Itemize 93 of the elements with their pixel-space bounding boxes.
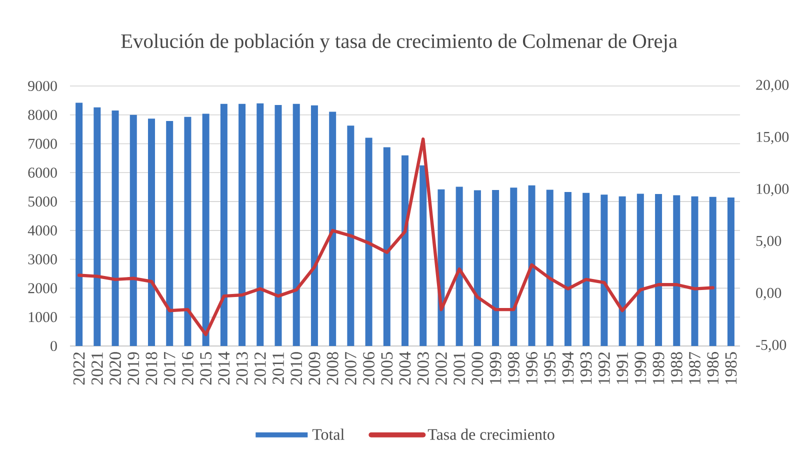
y2-tick-label: 10,00 <box>756 184 789 196</box>
x-tick-label: 2018 <box>146 352 158 385</box>
line-series <box>77 137 714 336</box>
legend-label: Tasa de crecimiento <box>428 428 554 440</box>
x-tick-label: 2014 <box>218 352 230 385</box>
y2-tick-label: 5,00 <box>756 236 782 248</box>
bar <box>220 104 228 346</box>
x-tick-label: 2006 <box>363 352 375 385</box>
x-tick-label: 1991 <box>616 352 628 384</box>
bar <box>166 120 174 346</box>
bar <box>673 195 680 346</box>
bar <box>347 126 354 346</box>
bar <box>546 190 554 346</box>
bar <box>420 165 427 346</box>
bar <box>130 114 137 346</box>
x-tick-label: 1993 <box>580 352 592 384</box>
x-tick-label: 2002 <box>436 352 447 385</box>
y-tick-label: 5000 <box>28 196 57 207</box>
chart-title: Evolución de población y tasa de crecimiento de Colmenar de Oreja <box>121 34 678 52</box>
y2-tick-label: 0,00 <box>756 288 782 300</box>
x-tick-label: 1995 <box>544 352 556 384</box>
bar <box>310 105 318 346</box>
bar <box>274 105 282 346</box>
x-tick-label: 1999 <box>490 352 502 384</box>
bar <box>184 116 192 346</box>
bar <box>636 194 644 346</box>
x-tick-label: 2020 <box>110 352 121 385</box>
bar <box>564 192 572 346</box>
x-tick-label: 2005 <box>381 352 393 385</box>
bar <box>329 112 336 346</box>
bar <box>691 196 698 346</box>
y-tick-label: 4000 <box>28 225 57 236</box>
y2-tick-label: 15,00 <box>756 132 789 144</box>
y2-tick-label: 20,00 <box>756 80 789 92</box>
x-tick-label: 2000 <box>472 352 484 385</box>
bar <box>727 198 734 346</box>
bar <box>456 186 463 346</box>
x-tick-label: 2008 <box>326 352 338 385</box>
x-tick-label: 1990 <box>634 352 646 384</box>
bar <box>492 190 500 346</box>
x-tick-label: 2007 <box>344 352 356 385</box>
x-tick-label: 1989 <box>652 352 664 384</box>
x-tick-label: 2022 <box>73 352 85 385</box>
x-tick-label: 1987 <box>689 352 700 384</box>
bar <box>709 196 716 346</box>
bar <box>618 196 626 346</box>
x-tick-label: 1986 <box>707 352 719 384</box>
x-tick-label: 1985 <box>725 352 737 384</box>
y-tick-label: 6000 <box>28 168 57 178</box>
bar <box>402 155 409 346</box>
y-tick-label: 7000 <box>28 138 57 149</box>
y-tick-label: 0 <box>50 340 57 352</box>
y-tick-label: 2000 <box>28 283 57 294</box>
bar <box>655 194 662 346</box>
x-tick-label: 1998 <box>508 352 520 384</box>
bar <box>76 102 83 346</box>
x-tick-label: 2017 <box>164 352 176 385</box>
bar <box>238 104 246 346</box>
x-tick-label: 2019 <box>128 352 140 385</box>
bar <box>365 138 372 346</box>
x-tick-label: 2012 <box>254 352 266 385</box>
bar <box>383 147 390 346</box>
y-tick-label: 8000 <box>28 110 57 120</box>
bar <box>256 103 264 346</box>
x-tick-label: 2021 <box>91 352 103 385</box>
bar <box>474 190 481 346</box>
x-tick-label: 2013 <box>236 352 248 385</box>
bar <box>528 185 536 346</box>
x-tick-label: 2004 <box>399 352 411 385</box>
y2-tick-label: -5,00 <box>756 340 786 352</box>
x-tick-label: 2011 <box>272 352 284 384</box>
bar <box>582 192 590 346</box>
bar <box>148 118 155 346</box>
x-tick-label: 1992 <box>598 352 610 384</box>
x-tick-label: 2016 <box>182 352 194 385</box>
x-tick-label: 1994 <box>562 352 574 384</box>
bar <box>600 194 608 346</box>
x-tick-label: 1988 <box>670 352 682 384</box>
bar <box>510 188 518 346</box>
x-tick-label: 1996 <box>526 352 538 384</box>
legend-label: Total <box>312 428 344 440</box>
x-tick-label: 2015 <box>200 352 212 385</box>
y-tick-label: 9000 <box>28 80 57 92</box>
x-tick-label: 2009 <box>308 352 320 385</box>
x-tick-label: 2001 <box>454 352 466 385</box>
bar <box>112 110 119 346</box>
y-tick-label: 3000 <box>28 254 57 264</box>
x-tick-label: 2010 <box>290 352 302 385</box>
bar <box>292 104 300 346</box>
bar <box>94 107 101 346</box>
x-tick-label: 2003 <box>417 352 429 385</box>
y-tick-label: 1000 <box>28 312 57 322</box>
bar <box>202 114 210 346</box>
